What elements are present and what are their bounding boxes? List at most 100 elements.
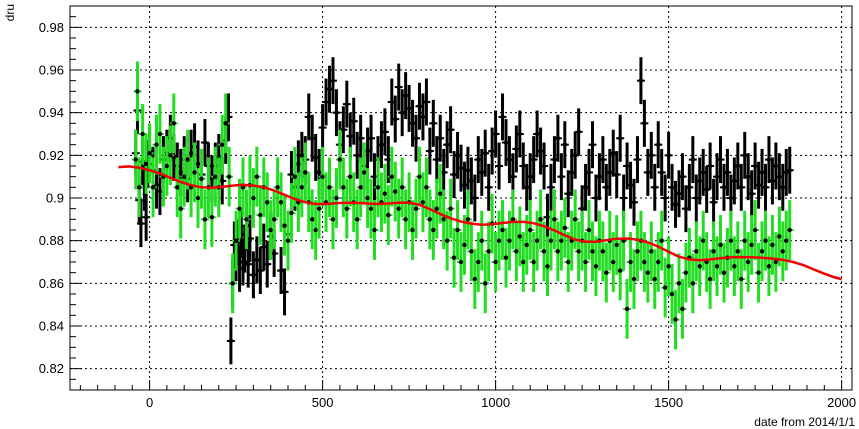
x-tick-label: 1500: [654, 395, 683, 410]
data-point: [528, 174, 533, 179]
data-point: [310, 217, 315, 222]
data-point: [624, 306, 630, 312]
data-point: [226, 174, 232, 179]
data-point: [154, 183, 159, 188]
data-point: [316, 206, 322, 211]
data-point: [455, 227, 460, 233]
data-point: [188, 151, 194, 156]
x-tick-label: 0: [146, 395, 153, 410]
data-point: [143, 161, 149, 167]
data-point: [413, 206, 419, 211]
data-point: [361, 170, 367, 175]
data-point: [337, 157, 343, 162]
data-point: [455, 153, 460, 158]
data-point: [534, 238, 540, 243]
data-point: [656, 142, 661, 147]
data-point: [749, 191, 754, 196]
data-point: [469, 178, 474, 184]
data-point: [617, 136, 623, 141]
data-point: [292, 174, 298, 179]
data-point: [607, 170, 612, 175]
data-point: [434, 206, 439, 211]
y-tick-label: 0.86: [39, 276, 64, 291]
data-point: [524, 185, 529, 190]
data-point: [521, 259, 526, 265]
data-point: [396, 84, 401, 90]
data-point: [220, 178, 225, 184]
data-point: [271, 251, 277, 256]
data-point: [638, 78, 644, 83]
data-point: [420, 200, 426, 205]
data-point: [739, 185, 744, 190]
data-point: [521, 163, 526, 169]
data-point: [458, 165, 464, 171]
y-tick-label: 0.84: [39, 319, 64, 334]
data-point: [465, 217, 471, 222]
series-2: [118, 165, 842, 281]
data-point: [228, 338, 234, 344]
data-point: [711, 249, 716, 254]
data-point: [725, 170, 730, 175]
data-point: [576, 249, 581, 254]
data-point: [424, 185, 429, 190]
data-point: [752, 227, 758, 233]
data-point: [313, 155, 318, 160]
data-point: [524, 242, 529, 248]
data-point: [417, 174, 422, 179]
data-point: [642, 259, 647, 265]
data-point: [503, 140, 509, 145]
data-point: [510, 174, 516, 179]
data-point: [192, 170, 197, 175]
data-point: [372, 174, 377, 179]
data-point: [562, 225, 568, 231]
data-point: [479, 170, 484, 175]
data-point: [351, 119, 356, 124]
data-point: [209, 176, 215, 181]
data-point: [178, 170, 183, 175]
data-point: [164, 163, 170, 169]
data-point: [444, 238, 450, 243]
y-tick-label: 0.9: [46, 191, 64, 206]
data-point: [451, 172, 457, 177]
data-point: [745, 259, 751, 265]
x-tick-label: 1000: [481, 395, 510, 410]
data-point: [168, 153, 173, 158]
data-point: [375, 185, 381, 190]
data-point: [465, 168, 471, 173]
y-tick-label: 0.98: [39, 20, 64, 35]
data-point: [728, 195, 734, 201]
data-point: [514, 146, 519, 152]
data-point: [448, 127, 453, 132]
data-point: [687, 185, 692, 190]
data-point: [289, 172, 294, 177]
data-point: [701, 238, 706, 243]
data-point: [711, 200, 716, 205]
data-point: [773, 163, 779, 169]
data-point: [531, 157, 536, 162]
data-point: [493, 131, 498, 137]
data-point: [251, 272, 256, 277]
data-point: [614, 172, 619, 177]
x-tick-label: 500: [312, 395, 334, 410]
data-point: [258, 212, 263, 218]
data-point: [444, 142, 450, 147]
data-point: [784, 238, 789, 243]
data-point: [735, 163, 741, 169]
data-point: [209, 215, 215, 220]
data-point: [348, 174, 353, 179]
data-point: [631, 276, 637, 282]
data-point: [659, 170, 664, 175]
data-point: [517, 234, 523, 239]
data-point: [590, 249, 595, 254]
data-point: [766, 157, 772, 162]
data-point: [240, 185, 246, 190]
data-point: [624, 163, 630, 169]
data-point: [368, 206, 374, 211]
data-point: [528, 227, 533, 233]
data-point: [538, 217, 543, 222]
data-point: [662, 195, 668, 201]
data-point: [493, 259, 498, 265]
data-point: [476, 259, 481, 265]
data-point: [631, 200, 637, 205]
data-point: [604, 185, 609, 190]
